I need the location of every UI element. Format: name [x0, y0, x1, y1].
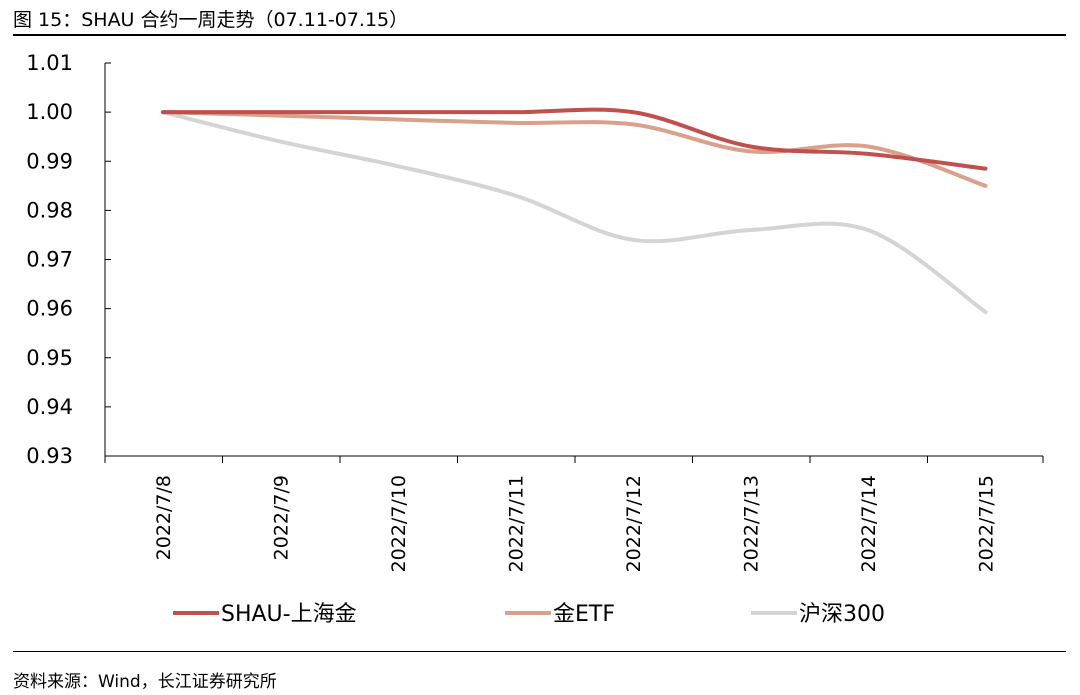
x-tick-label: 2022/7/8	[153, 475, 175, 560]
axes	[104, 62, 1044, 463]
legend-label: SHAU-上海金	[221, 602, 357, 627]
y-tick-label: 0.95	[26, 346, 73, 370]
y-tick-labels: 1.01 1.00 0.99 0.98 0.97 0.96 0.95 0.94 0.93	[26, 51, 73, 468]
y-tick-label: 1.01	[26, 51, 73, 75]
y-tick-label: 0.96	[26, 297, 73, 321]
legend-label: 沪深300	[799, 602, 885, 627]
x-tick-label: 2022/7/9	[271, 475, 293, 560]
series-line-金ETF	[161, 110, 988, 188]
legend: SHAU-上海金 金ETF 沪深300	[173, 602, 885, 627]
y-tick-label: 0.99	[26, 149, 73, 173]
x-tick-labels: 2022/7/8 2022/7/9 2022/7/10 2022/7/11 2022/7…	[153, 475, 998, 572]
x-tick-label: 2022/7/10	[388, 475, 410, 572]
y-tick-label: 0.93	[26, 444, 73, 468]
x-tick-label: 2022/7/14	[858, 475, 880, 572]
line-chart: 1.01 1.00 0.99 0.98 0.97 0.96 0.95 0.94 0.93 202…	[26, 51, 1044, 627]
x-tick-label: 2022/7/15	[976, 475, 998, 572]
series-line-SHAU-上海金	[161, 107, 988, 171]
y-tick-label: 0.94	[26, 395, 73, 419]
title-rule	[13, 34, 1066, 36]
figure-title: 图 15：SHAU 合约一周走势（07.11-07.15）	[13, 9, 409, 31]
y-tick-label: 0.98	[26, 198, 73, 222]
y-tick-label: 1.00	[26, 100, 73, 124]
x-tick-label: 2022/7/11	[506, 475, 528, 572]
series-line-沪深300	[161, 110, 988, 315]
x-tick-label: 2022/7/12	[623, 475, 645, 572]
y-tick-label: 0.97	[26, 248, 73, 272]
figure-source: 资料来源：Wind，长江证券研究所	[13, 672, 277, 692]
source-rule	[13, 651, 1066, 652]
series-lines	[161, 107, 988, 315]
legend-label: 金ETF	[553, 602, 615, 627]
x-tick-label: 2022/7/13	[741, 475, 763, 572]
